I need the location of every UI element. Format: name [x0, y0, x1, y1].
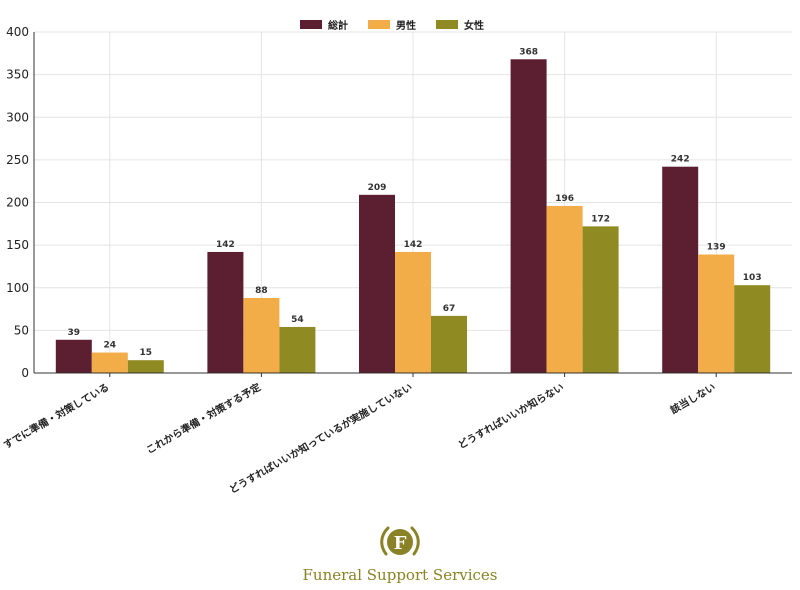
y-tick-label: 200 [6, 196, 29, 210]
bar [243, 297, 280, 373]
bar [91, 352, 128, 373]
bar [279, 326, 316, 373]
legend-label: 女性 [464, 19, 484, 32]
legend-label: 男性 [396, 19, 416, 32]
bar [546, 205, 583, 373]
data-label: 39 [68, 328, 81, 338]
y-tick-label: 300 [6, 110, 29, 124]
data-label: 196 [555, 194, 574, 204]
y-tick-label: 0 [21, 366, 29, 380]
bar-chart: 392415142885420914267368196172242139103 … [1, 19, 792, 496]
legend-label: 総計 [328, 19, 348, 32]
data-label: 88 [255, 286, 268, 296]
y-tick-label: 350 [6, 68, 29, 82]
bar [582, 226, 619, 373]
data-label: 368 [519, 47, 538, 57]
y-axis: 0 50 100 150 200 250 300 350 400 [6, 25, 35, 380]
y-tick-label: 100 [6, 281, 29, 295]
x-category-label: どうすればいいか知らない [456, 380, 566, 451]
bars [55, 59, 771, 373]
bar [431, 315, 467, 373]
legend-swatch [300, 20, 322, 29]
bar [127, 360, 164, 373]
brand-name: Funeral Support Services [302, 566, 498, 584]
bar [510, 59, 547, 373]
bar [55, 339, 92, 373]
y-tick-label: 150 [6, 238, 29, 252]
data-label: 103 [743, 273, 762, 283]
data-label: 209 [368, 183, 387, 193]
logo-letter: F [394, 533, 407, 554]
x-category-label: どうすればいいか知っているが実施していない [227, 380, 415, 496]
data-label: 24 [104, 341, 117, 351]
x-category-label: 該当しない [668, 380, 718, 416]
data-label: 142 [404, 240, 423, 250]
bar [207, 251, 244, 373]
data-label: 139 [707, 243, 726, 253]
bar [662, 166, 699, 373]
x-axis: すでに準備・対策している これから準備・対策する予定どうすればいいか知っているが実… [1, 372, 792, 496]
y-tick-label: 400 [6, 25, 29, 39]
laurel-emblem-icon: F [380, 526, 420, 556]
x-category-label: これから準備・対策する予定 [144, 380, 263, 456]
x-category-label: すでに準備・対策している [1, 380, 111, 451]
bar [698, 254, 735, 373]
data-label: 54 [291, 315, 304, 325]
data-label: 172 [591, 214, 610, 224]
data-labels: 39 24 15 142 88 54 209 142 67 368 196 172 242 139 103 [68, 47, 762, 358]
data-label: 142 [216, 240, 235, 250]
legend-swatch [368, 20, 390, 29]
brand-logo: F Funeral Support Services [0, 524, 800, 584]
data-label: 67 [443, 304, 456, 314]
bar [734, 285, 771, 373]
legend: 総計 男性 女性 [300, 19, 484, 32]
data-label: 242 [671, 155, 690, 165]
bar [359, 194, 395, 373]
y-tick-label: 50 [14, 323, 29, 337]
bar [395, 251, 431, 373]
data-label: 15 [140, 348, 153, 358]
legend-swatch [436, 20, 458, 29]
y-tick-label: 250 [6, 153, 29, 167]
